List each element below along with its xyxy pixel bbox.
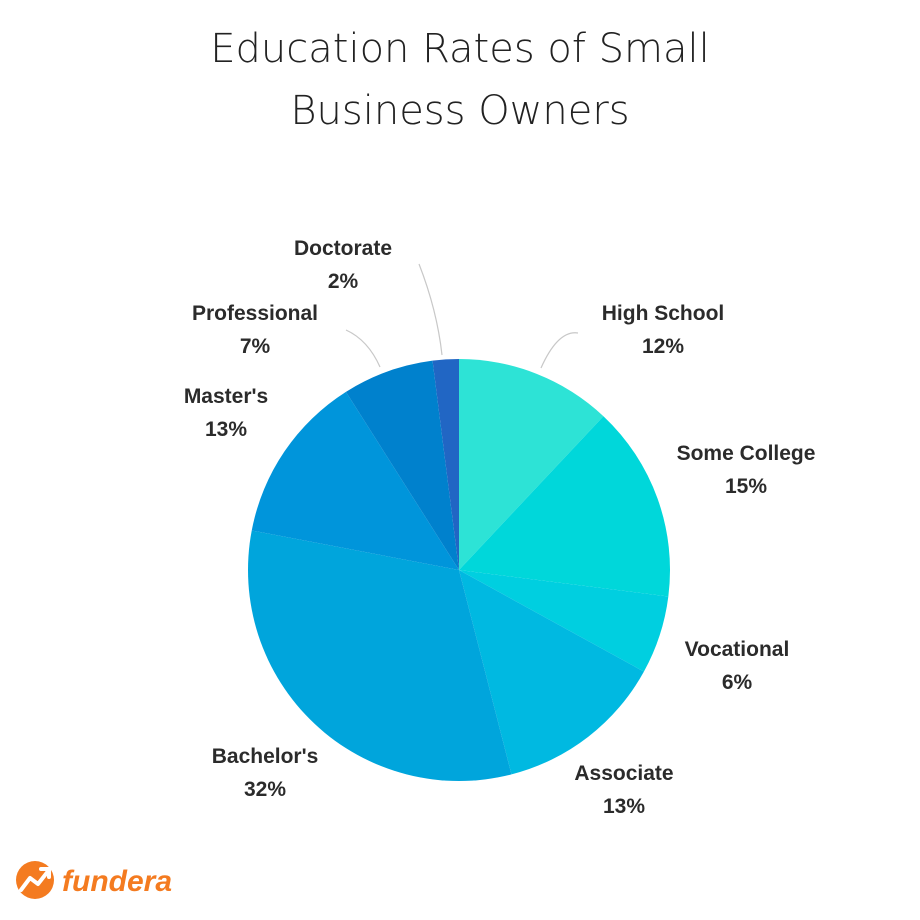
slice-value-doctorate: 2% bbox=[328, 270, 359, 293]
pie-slice-vocational bbox=[459, 570, 669, 672]
slice-label-vocational: Vocational bbox=[685, 638, 790, 661]
pie-slice-doctorate bbox=[432, 359, 459, 570]
leader-line-doctorate bbox=[418, 263, 443, 356]
slice-value-high-school: 12% bbox=[642, 335, 684, 358]
slice-value-master-s: 13% bbox=[205, 418, 247, 441]
pie-slice-bachelor-s bbox=[248, 530, 512, 781]
pie-slice-associate bbox=[459, 570, 644, 775]
fundera-logo: fundera bbox=[16, 861, 172, 899]
slice-value-professional: 7% bbox=[240, 335, 271, 358]
pie-slice-some-college bbox=[459, 416, 671, 597]
leader-lines bbox=[345, 263, 579, 369]
brand-name: fundera bbox=[62, 865, 172, 898]
pie-slices bbox=[248, 359, 671, 781]
chart-title-line-2: Business Owners bbox=[290, 88, 629, 134]
slice-label-high-school: High School bbox=[602, 302, 725, 325]
leader-line-high-school bbox=[540, 332, 579, 369]
slice-label-some-college: Some College bbox=[677, 442, 816, 465]
slice-value-vocational: 6% bbox=[722, 671, 753, 694]
slice-label-doctorate: Doctorate bbox=[294, 237, 392, 260]
pie-slice-master-s bbox=[251, 391, 459, 570]
slice-label-associate: Associate bbox=[574, 762, 673, 785]
chart-title-line-1: Education Rates of Small bbox=[210, 26, 710, 72]
trend-arrow-icon bbox=[16, 861, 54, 899]
leader-line-professional bbox=[345, 329, 381, 368]
pie-slice-high-school bbox=[459, 359, 604, 570]
slice-value-bachelor-s: 32% bbox=[244, 778, 286, 801]
slice-label-professional: Professional bbox=[192, 302, 318, 325]
slice-labels: High School 12% Some College 15% Vocational 6… bbox=[184, 237, 816, 818]
slice-label-master-s: Master's bbox=[184, 385, 268, 408]
slice-value-some-college: 15% bbox=[725, 475, 767, 498]
slice-value-associate: 13% bbox=[603, 795, 645, 818]
slice-label-bachelor-s: Bachelor's bbox=[212, 745, 319, 768]
pie-slice-professional bbox=[345, 360, 459, 570]
